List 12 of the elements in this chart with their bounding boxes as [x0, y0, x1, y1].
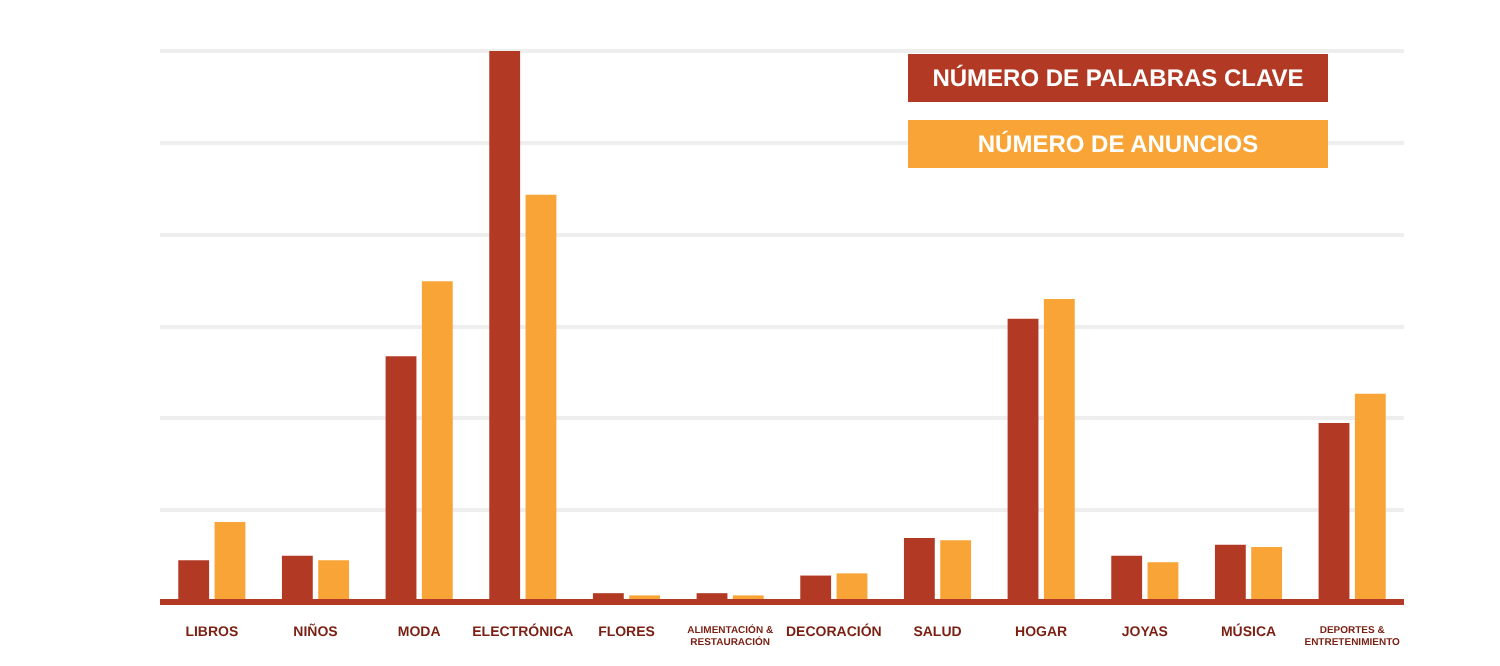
bar	[836, 573, 868, 600]
bar	[1354, 393, 1386, 600]
text: NÚMERO DE ANUNCIOS	[908, 120, 1328, 168]
bar	[525, 194, 557, 600]
bar	[214, 522, 246, 600]
bar	[318, 560, 350, 600]
text: NÚMERO DE PALABRAS CLAVE	[908, 54, 1328, 102]
bar	[1147, 562, 1179, 600]
bar	[1251, 546, 1283, 600]
bar	[940, 540, 972, 600]
bar	[421, 281, 453, 600]
bar	[1043, 298, 1075, 600]
